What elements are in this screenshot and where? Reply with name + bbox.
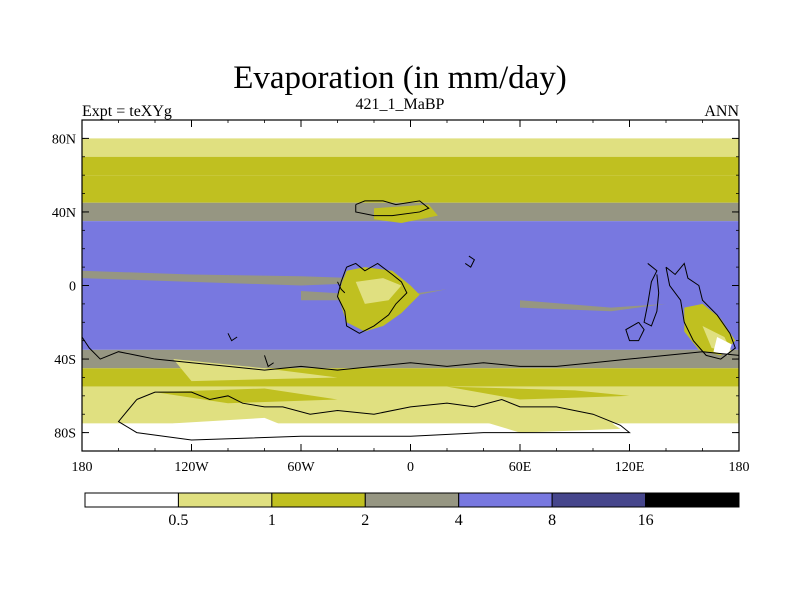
field-speckle: [129, 120, 145, 128]
field-speckle: [567, 120, 583, 128]
colorbar-box-6: [645, 492, 740, 508]
field-speckle: [253, 434, 265, 446]
experiment-label: Expt = teXYg: [82, 103, 172, 120]
field-region-14: [447, 386, 630, 400]
x-tick-label: 60E: [509, 460, 532, 475]
x-tick-label: 0: [407, 460, 414, 475]
map-field: [82, 120, 739, 451]
field-speckle: [596, 120, 612, 128]
coastline-7: [625, 321, 645, 342]
field-speckle: [377, 120, 393, 128]
colorbar: 0.5 1 2 4 8 16: [84, 492, 740, 529]
field-speckle: [304, 120, 320, 128]
field-speckle: [494, 120, 510, 128]
field-speckle: [669, 120, 685, 128]
chart-title: Evaporation (in mm/day): [233, 60, 567, 96]
y-tick-label: 40S: [54, 353, 76, 368]
colorbar-box-3: [364, 492, 460, 508]
field-speckle: [158, 120, 174, 128]
coastline-10: [117, 391, 631, 441]
coastline-0: [355, 200, 430, 217]
field-speckle: [392, 120, 407, 128]
field-speckle: [538, 120, 553, 128]
y-tick-label: 0: [69, 280, 76, 295]
coastline-1: [336, 262, 408, 334]
field-speckle: [684, 120, 699, 128]
field-speckle: [523, 120, 539, 128]
y-tick-label: 80S: [54, 427, 76, 442]
x-tick-label: 120W: [174, 460, 209, 475]
field-speckle: [155, 434, 166, 446]
field-speckle: [319, 120, 334, 128]
field-speckle: [100, 434, 112, 446]
colorbar-box-4: [458, 492, 553, 508]
field-speckle: [421, 120, 437, 128]
field-speckle: [111, 434, 123, 446]
field-speckle: [640, 120, 656, 128]
field-speckle: [465, 120, 480, 128]
field-speckle: [348, 120, 364, 128]
field-region-4: [355, 278, 402, 304]
coastline-8: [665, 262, 736, 360]
colorbar-box-1: [177, 492, 273, 508]
field-band-6: [82, 349, 739, 369]
field-region-2: [520, 300, 666, 312]
x-tick-label: 120E: [615, 460, 645, 475]
field-speckle: [173, 120, 188, 128]
field-speckle: [713, 120, 729, 128]
colorbar-label: 16: [638, 512, 654, 529]
field-band-3: [82, 175, 739, 203]
field-speckle: [450, 120, 466, 128]
field-band-2: [82, 156, 739, 176]
colorbar-label: 4: [455, 512, 463, 529]
field-speckle: [144, 434, 155, 446]
field-band-7: [82, 368, 739, 387]
field-speckle: [231, 120, 247, 128]
colorbar-label: 8: [548, 512, 556, 529]
colorbar-label: 2: [361, 512, 369, 529]
y-tick-label: 40N: [52, 206, 76, 221]
field-speckle: [246, 120, 261, 128]
field-region-7: [713, 336, 732, 356]
field-speckle: [209, 434, 221, 446]
field-speckle: [220, 434, 232, 446]
colorbar-label: 1: [268, 512, 276, 529]
field-region-0: [82, 270, 393, 286]
y-tick-label: 80N: [52, 132, 76, 147]
field-speckle: [202, 120, 218, 128]
axes: 180 120W 60W 0 60E 120E 180 80N 40N 0 40S 80S: [52, 120, 750, 475]
colorbar-label: 0.5: [168, 512, 188, 529]
field-speckle: [176, 434, 188, 446]
period-label: 421_1_MaBP: [355, 96, 445, 113]
coastline-5: [464, 255, 476, 268]
field-region-11: [301, 428, 447, 448]
field-speckle: [275, 120, 291, 128]
field-speckle: [242, 434, 254, 446]
colorbar-box-2: [271, 492, 366, 508]
x-tick-label: 180: [729, 460, 750, 475]
colorbar-box-5: [551, 492, 647, 508]
field-speckle: [100, 120, 115, 128]
coastline-6: [643, 263, 660, 327]
x-tick-label: 180: [72, 460, 93, 475]
coastlines: [82, 200, 739, 441]
season-label: ANN: [704, 103, 739, 120]
field-speckle: [611, 120, 626, 128]
field-speckle: [133, 434, 145, 446]
field-region-13: [155, 388, 338, 404]
coastline-3: [227, 333, 238, 342]
field-speckle: [231, 434, 243, 446]
coastline-4: [264, 355, 274, 368]
field-band-1: [82, 138, 739, 157]
coastline-2: [337, 281, 346, 294]
x-tick-label: 60W: [287, 460, 315, 475]
coastline-9: [82, 336, 739, 371]
colorbar-box-0: [84, 492, 179, 508]
field-speckle: [122, 434, 134, 446]
